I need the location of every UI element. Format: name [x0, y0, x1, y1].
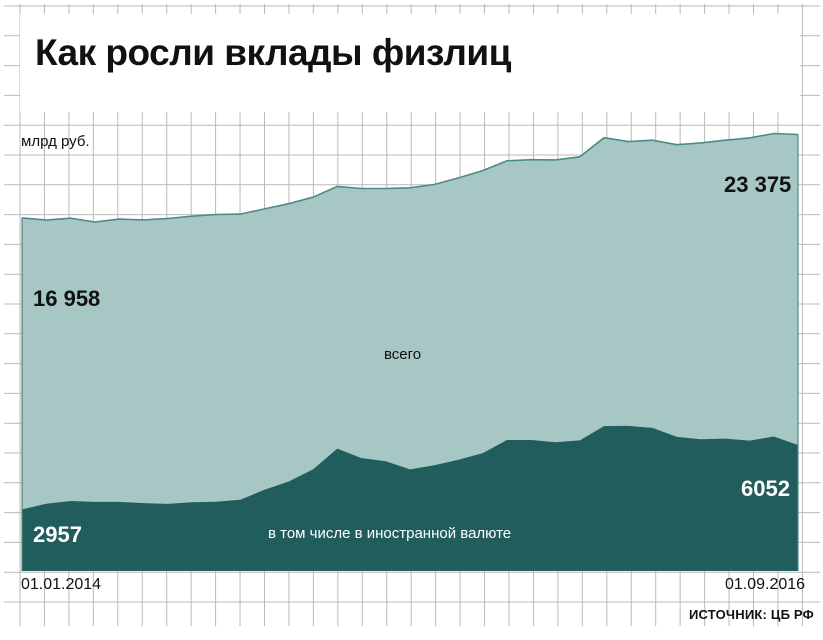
chart-title: Как росли вклады физлиц [35, 32, 511, 73]
title-panel [20, 14, 800, 112]
total-last-value-label: 23 375 [724, 172, 792, 197]
x-axis-end-label: 01.09.2016 [725, 576, 806, 593]
series-total-label: всего [384, 346, 422, 363]
series-foreign-label: в том числе в иностранной валюте [268, 525, 512, 542]
unit-label: млрд руб. [21, 133, 90, 150]
foreign-first-value-label: 2957 [33, 522, 82, 547]
area-foreign [22, 425, 798, 571]
source-label: ИСТОЧНИК: ЦБ РФ [689, 607, 814, 622]
x-axis-start-label: 01.01.2014 [21, 576, 102, 593]
foreign-last-value-label: 6052 [741, 476, 790, 501]
line-total [21, 132, 799, 223]
total-first-value-label: 16 958 [33, 286, 101, 311]
